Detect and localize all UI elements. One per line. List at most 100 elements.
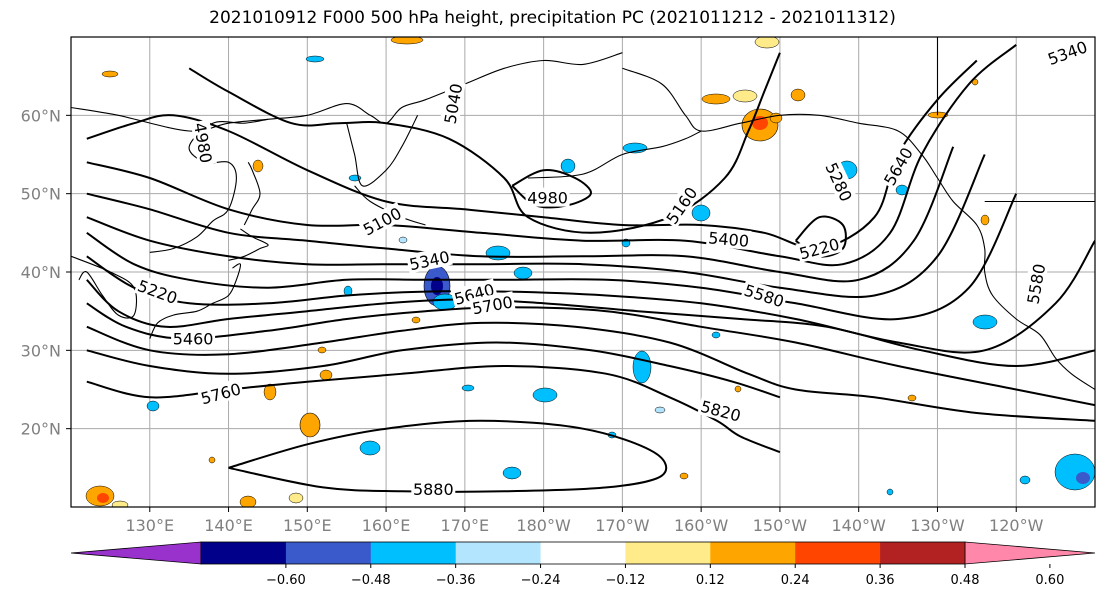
contour-label-mask [1022, 260, 1049, 308]
contour-label-mask [697, 395, 745, 426]
precip-patch [734, 385, 742, 393]
precip-patch [411, 316, 421, 324]
colorbar-tick-label: −0.24 [521, 573, 561, 588]
precip-patch [711, 331, 721, 339]
colorbar-segment [455, 542, 542, 564]
precip-patch [101, 70, 119, 78]
colorbar: −0.60 −0.48 −0.36 −0.24 −0.12 0.12 0.24 0.36 0.4… [70, 541, 1096, 588]
colorbar-frame [200, 541, 966, 565]
lon-tick-label: 130°W [910, 516, 965, 535]
colorbar-tick-label: 0.60 [1035, 573, 1064, 588]
height-contour-line [86, 279, 1095, 368]
precip-patch [790, 88, 806, 102]
height-contour-line [86, 341, 781, 399]
height-contour-line [86, 146, 955, 283]
height-contour-line [86, 59, 978, 250]
precip-patch [97, 493, 109, 503]
lon-tick-label: 170°W [595, 516, 650, 535]
precip-patch [679, 472, 689, 480]
height-contour-line [86, 321, 1095, 422]
precip-patch [754, 37, 780, 49]
coastline [149, 118, 268, 253]
contour-label: 4980 [527, 189, 568, 208]
coastline [527, 130, 702, 179]
precip-patch [111, 500, 129, 507]
colorbar-segment [201, 542, 287, 564]
height-contour-line [86, 240, 1095, 354]
precip-patch [513, 266, 533, 280]
height-contour-line [228, 419, 668, 493]
contour-label-mask [171, 328, 216, 348]
colorbar-tick-label: 0.12 [696, 573, 725, 588]
contour-label-mask [450, 278, 498, 309]
precipitation-shading [85, 37, 1095, 507]
precip-patch [390, 37, 424, 45]
map-title: 2021010912 F000 500 hPa height, precipit… [209, 8, 896, 28]
colorbar-tick-label: −0.60 [266, 573, 306, 588]
precip-patch [886, 488, 894, 496]
contour-label-mask [411, 479, 456, 498]
contour-label: 5400 [708, 228, 750, 250]
colorbar-segment [795, 542, 881, 564]
lat-tick-label: 40°N [21, 263, 61, 282]
precip-patch [485, 245, 511, 261]
lon-tick-label: 160°W [674, 516, 729, 535]
colorbar-segment [625, 542, 711, 564]
contour-label-mask [196, 378, 245, 408]
colorbar-segment [540, 542, 626, 564]
precip-patch [502, 466, 522, 480]
precip-patch [632, 350, 652, 384]
contour-label-mask [1043, 37, 1092, 69]
contour-label-mask [740, 279, 789, 311]
precip-patch [654, 406, 666, 414]
precip-patch [299, 412, 321, 438]
precip-patch [907, 394, 917, 402]
lon-tick-label: 130°E [125, 516, 174, 535]
precip-patch [239, 495, 257, 507]
contour-label-mask [795, 233, 843, 263]
lat-tick-label: 30°N [21, 341, 61, 360]
precip-patch [146, 400, 160, 412]
colorbar-extend-high [964, 541, 1096, 565]
coastline [346, 115, 419, 187]
precip-patch [208, 456, 216, 464]
colorbar-segment [710, 542, 796, 564]
lon-tick-label: 180°W [516, 516, 571, 535]
precip-patch [1076, 472, 1090, 484]
colorbar-tick-label: 0.24 [781, 573, 810, 588]
height-contour-line [188, 52, 781, 234]
precip-patch [398, 236, 408, 244]
longitude-tick-labels: 130°E 140°E 150°E 160°E 170°E 180°W 170°W 160°W… [125, 507, 1044, 535]
lon-tick-label: 140°E [204, 516, 253, 535]
colorbar-segment [285, 542, 372, 564]
colorbar-extend-low [70, 541, 202, 565]
precip-patch [701, 93, 731, 105]
lon-tick-label: 160°E [362, 516, 411, 535]
contour-label-mask [705, 227, 752, 250]
precip-patch [319, 369, 333, 381]
lon-tick-label: 150°W [753, 516, 808, 535]
lon-tick-label: 170°E [441, 516, 490, 535]
contour-label-mask [439, 80, 466, 127]
coastline [71, 255, 138, 319]
precip-patch [1019, 475, 1031, 485]
precip-patch [252, 159, 264, 173]
lat-tick-label: 50°N [21, 185, 61, 204]
contour-label-mask [405, 245, 453, 274]
contour-label-mask [133, 274, 182, 308]
precip-patch [461, 384, 475, 392]
coastline [149, 263, 242, 339]
contour-label-mask [660, 181, 702, 229]
latitude-tick-labels: 60°N 50°N 40°N 30°N 20°N [21, 106, 71, 439]
precip-patch [1054, 453, 1095, 491]
contour-label: 5880 [413, 480, 454, 499]
precip-patch [317, 346, 327, 354]
lon-tick-label: 150°E [283, 516, 332, 535]
colorbar-tick-label: −0.48 [351, 573, 391, 588]
colorbar-tick-label: −0.12 [606, 573, 646, 588]
contour-label: 5460 [173, 330, 214, 349]
colorbar-tick-label: −0.36 [436, 573, 476, 588]
height-contour-line [86, 193, 1018, 321]
coastline [622, 67, 1095, 390]
